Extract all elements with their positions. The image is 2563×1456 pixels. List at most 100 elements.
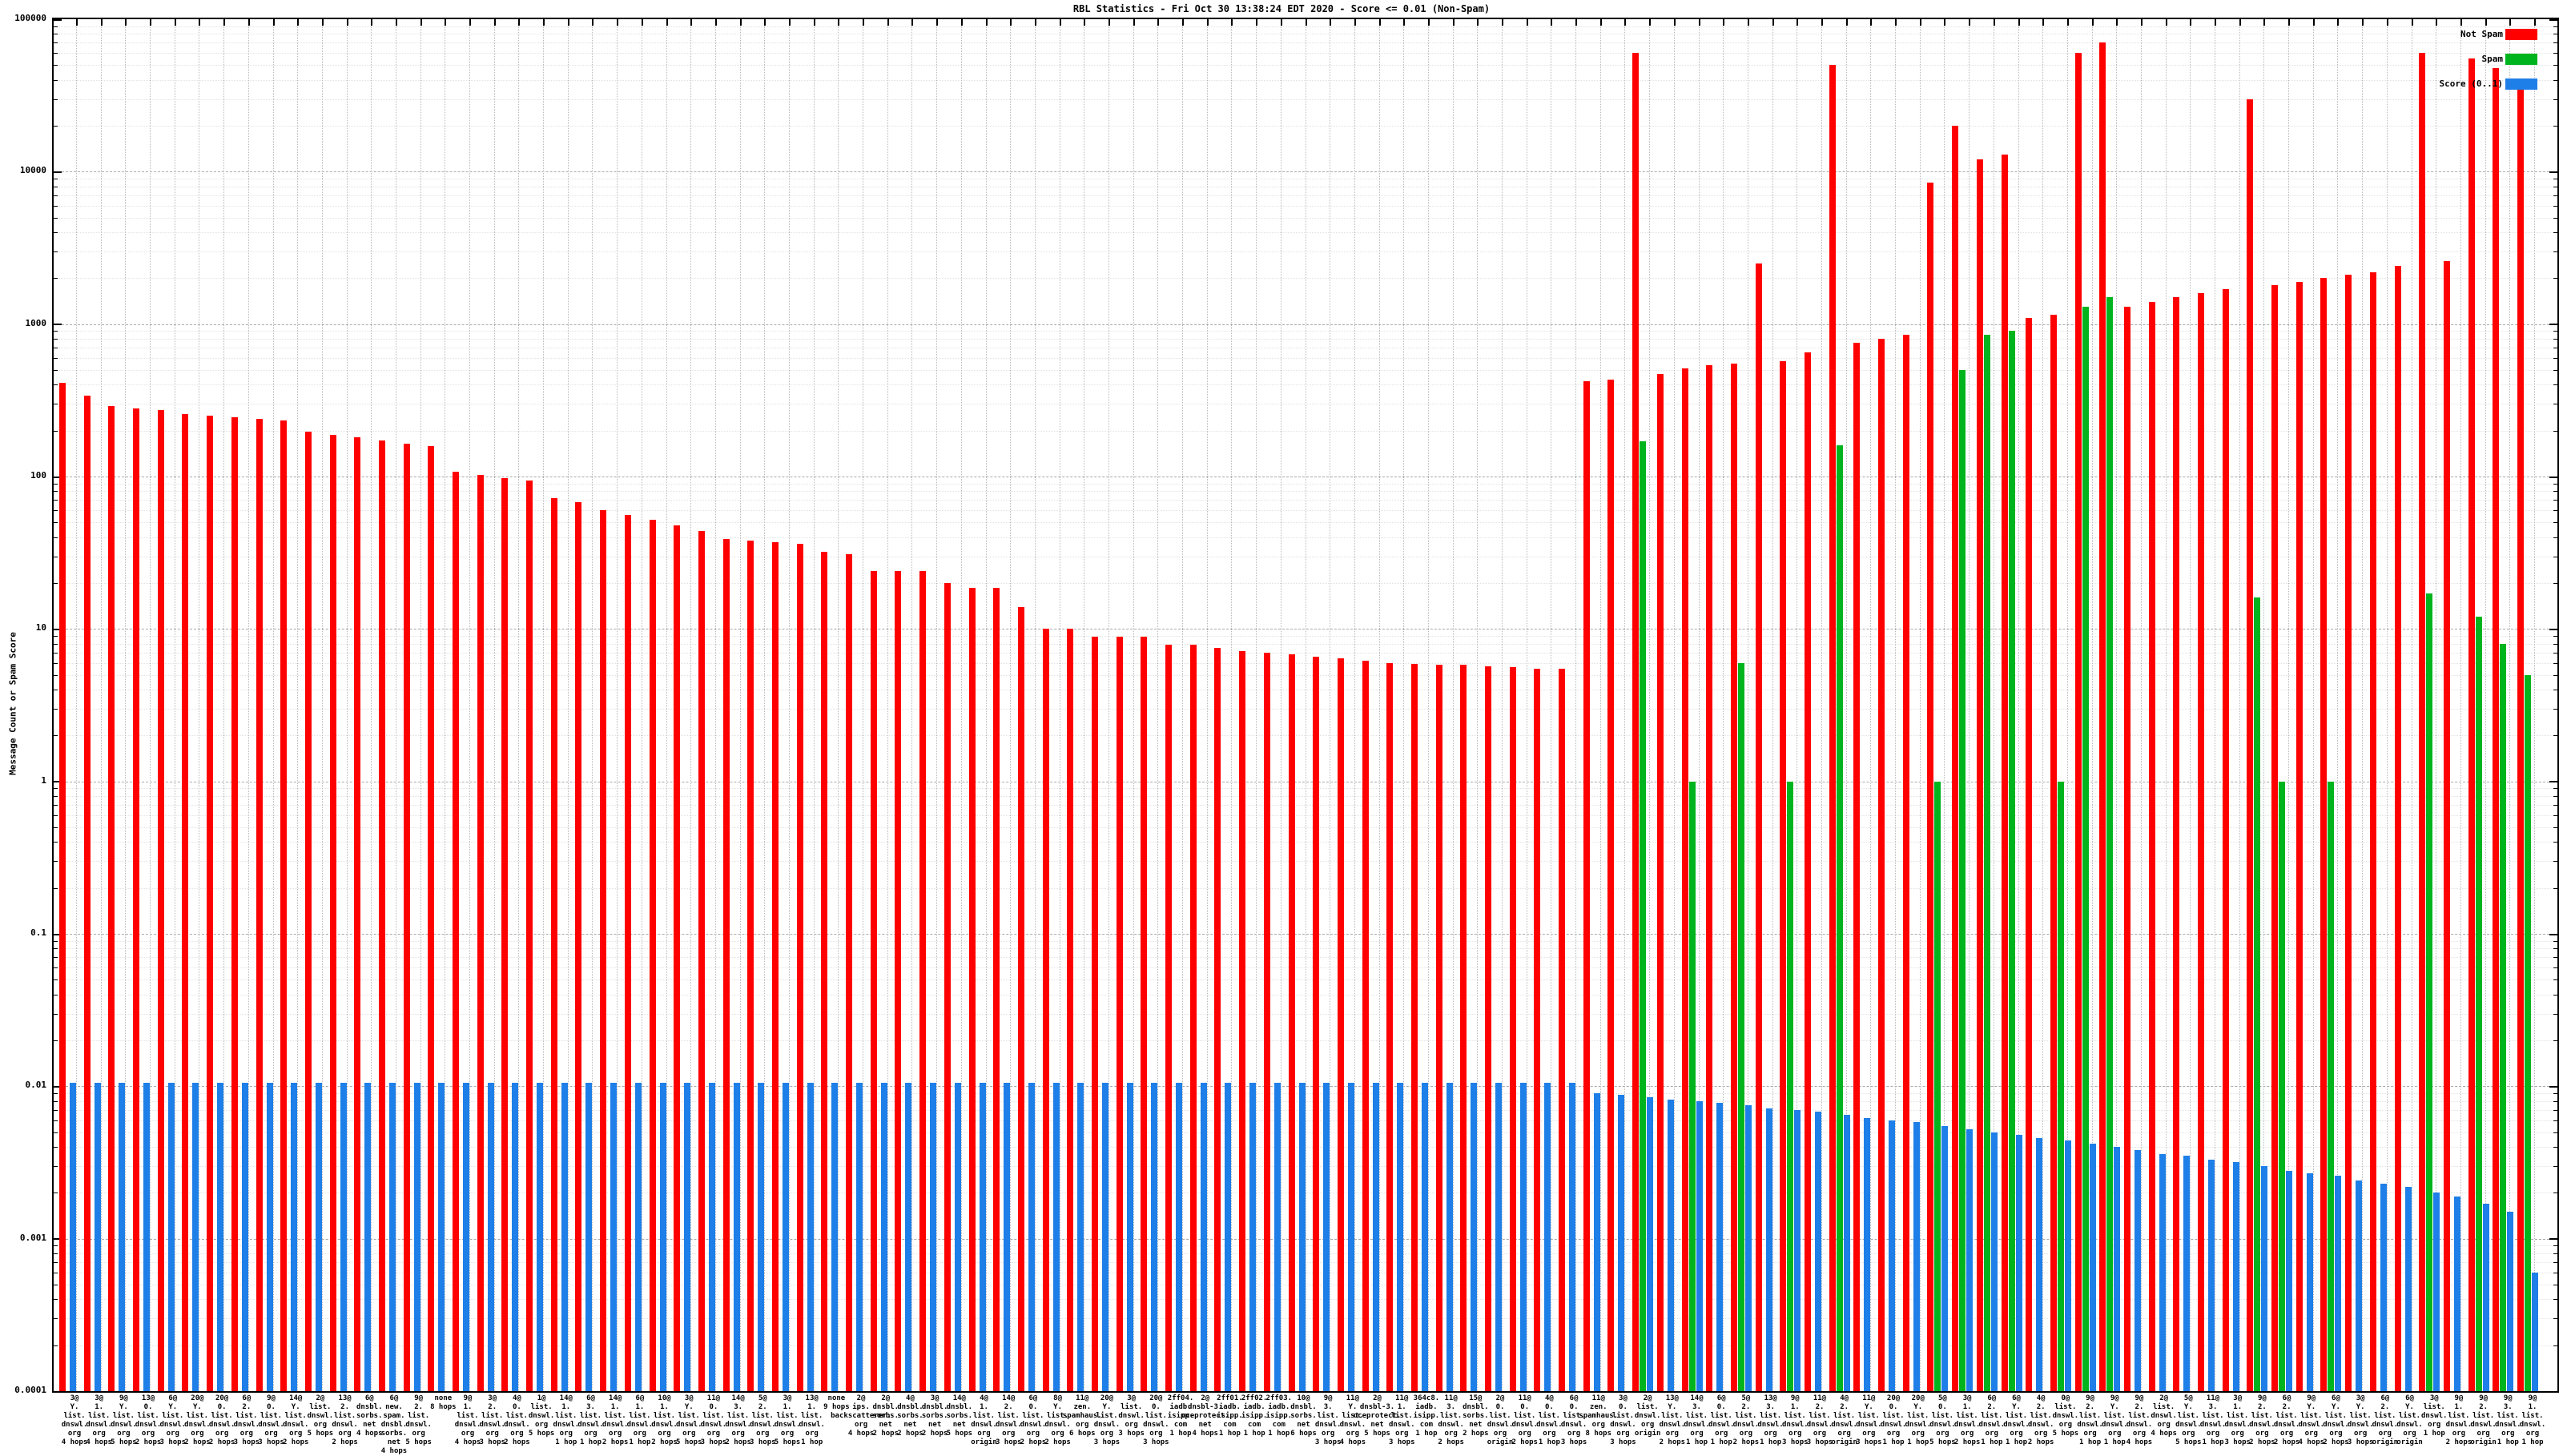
- x-category-label-line: Y.: [684, 1403, 694, 1411]
- x-axis-tick-top: [2140, 19, 2143, 26]
- x-category-label-line: Y.: [2307, 1403, 2316, 1411]
- x-category-label-line: 1.: [660, 1403, 669, 1411]
- grid-line-vertical: [543, 19, 545, 1391]
- bar-not-spam: [1755, 263, 1762, 1391]
- x-category-label-line: 3@: [488, 1394, 497, 1402]
- bar-score: [487, 1083, 494, 1391]
- bar-spam: [1959, 369, 1966, 1391]
- grid-line-vertical: [469, 19, 471, 1391]
- x-category-label-line: 4 hops: [380, 1447, 408, 1455]
- x-category-label-line: dnswl.: [61, 1421, 88, 1429]
- bar-not-spam: [2173, 297, 2180, 1391]
- bar-score: [2015, 1135, 2022, 1391]
- bar-not-spam: [304, 432, 312, 1391]
- legend-label-spam: Spam: [2481, 54, 2504, 64]
- x-category-label-line: 6@: [1987, 1394, 1997, 1402]
- axis-tick-minor: [2553, 583, 2557, 585]
- x-category-label-line: 3.: [734, 1403, 743, 1411]
- x-category-label-line: 3@: [783, 1394, 792, 1402]
- grid-line-vertical: [1403, 19, 1405, 1391]
- x-category-label-line: 9@: [1323, 1394, 1333, 1402]
- x-axis-tick-top: [690, 19, 693, 26]
- x-category-label-line: dnswl.: [2372, 1421, 2399, 1429]
- x-category-label-line: 3.: [586, 1403, 595, 1411]
- bar-not-spam: [354, 437, 361, 1391]
- bar-score: [1200, 1083, 1207, 1391]
- x-category-label-line: net: [928, 1421, 942, 1429]
- x-category-label-line: org: [141, 1430, 155, 1438]
- x-category-label-line: org: [609, 1430, 622, 1438]
- axis-tick-minor: [2553, 491, 2557, 493]
- axis-tick-minor: [54, 278, 58, 280]
- grid-line-vertical: [1256, 19, 1257, 1391]
- axis-tick-minor: [54, 483, 58, 485]
- axis-tick-major: [2549, 171, 2557, 173]
- x-category-label-line: dnswl.: [454, 1421, 481, 1429]
- bar-score: [2159, 1153, 2166, 1391]
- x-category-label-line: 5@: [758, 1394, 767, 1402]
- grid-line-vertical: [2091, 19, 2093, 1391]
- x-category-label-line: 0.: [1151, 1403, 1161, 1411]
- x-category-label-line: Y.: [2183, 1403, 2193, 1411]
- bar-not-spam: [2369, 271, 2376, 1391]
- y-tick-label: 0.1: [30, 927, 46, 938]
- x-category-label-line: origin: [1634, 1430, 1661, 1438]
- x-axis-tick-top: [2386, 19, 2388, 26]
- x-category-label: none 9 hops: [788, 1394, 884, 1412]
- grid-line-vertical: [346, 19, 348, 1391]
- x-category-label: 3@ list. dnswl. org 1 hop: [2386, 1394, 2482, 1438]
- legend-label-not-spam: Not Spam: [2460, 29, 2503, 39]
- grid-line-vertical: [2460, 19, 2461, 1391]
- axis-tick-major: [2549, 628, 2557, 630]
- x-category-label-line: Y.: [1864, 1403, 1873, 1411]
- x-category-label-line: org: [1395, 1430, 1409, 1438]
- grid-line-vertical: [592, 19, 593, 1391]
- bar-score: [1397, 1083, 1404, 1391]
- x-category-label-line: dnsbl-3.: [1188, 1403, 1223, 1411]
- x-category-label-line: dnswl.: [1905, 1421, 1931, 1429]
- x-category-label-line: net: [1469, 1421, 1483, 1429]
- x-category-label-line: 6@: [2332, 1394, 2340, 1402]
- axis-tick-major: [2549, 324, 2557, 326]
- bar-not-spam: [1116, 636, 1123, 1391]
- bar-not-spam: [1829, 65, 1836, 1391]
- axis-tick-minor: [2553, 1120, 2557, 1121]
- bar-not-spam: [231, 416, 238, 1391]
- x-category-label-line: 13@: [805, 1394, 819, 1402]
- x-category-label: 3@ dnsbl. sorbs. net 2 hops: [887, 1394, 983, 1438]
- x-category-label-line: dnswl.: [1511, 1421, 1538, 1429]
- bar-score: [94, 1083, 101, 1391]
- axis-tick-major: [54, 1390, 62, 1393]
- y-tick-label: 100: [30, 470, 46, 481]
- axis-tick-minor: [54, 788, 58, 790]
- x-category-label-line: sorbs.: [921, 1412, 948, 1420]
- bar-score: [266, 1083, 273, 1391]
- x-category-label: 2@ list. dnswl. org 5 hops: [272, 1394, 368, 1438]
- x-category-label-line: net: [879, 1421, 892, 1429]
- x-category-label-line: dnswl.: [528, 1412, 555, 1420]
- x-category-label-line: 6 hops: [1069, 1430, 1096, 1438]
- bar-not-spam: [1042, 629, 1049, 1391]
- x-category-label-line: 2.: [340, 1403, 349, 1411]
- x-category-label-line: 3@: [930, 1394, 939, 1402]
- x-category-label-line: 0.: [1569, 1403, 1579, 1411]
- axis-tick-major: [54, 933, 62, 935]
- bar-score: [2261, 1165, 2268, 1391]
- x-category-label-line: 6@: [586, 1394, 595, 1402]
- x-category-label-line: dnswl.: [2249, 1421, 2275, 1429]
- bar-score: [2404, 1186, 2412, 1391]
- x-axis-tick-top: [2312, 19, 2315, 26]
- x-category-label-line: 5 hops: [2052, 1430, 2079, 1438]
- x-category-label-line: org: [1690, 1430, 1704, 1438]
- grid-line-vertical: [272, 19, 274, 1391]
- x-category-label-line: org: [1149, 1430, 1163, 1438]
- x-category-label-line: dnswl.: [1732, 1421, 1760, 1429]
- x-category-label-line: org: [534, 1421, 549, 1429]
- grid-line-vertical: [2165, 19, 2167, 1391]
- x-category-label-line: org: [2231, 1430, 2244, 1438]
- x-category-label-line: 3.: [2208, 1403, 2218, 1411]
- grid-line-vertical: [1870, 19, 1872, 1391]
- bar-score: [561, 1083, 568, 1391]
- x-category-label-line: dnswl.: [1831, 1421, 1857, 1429]
- x-category-label-line: org: [461, 1430, 475, 1438]
